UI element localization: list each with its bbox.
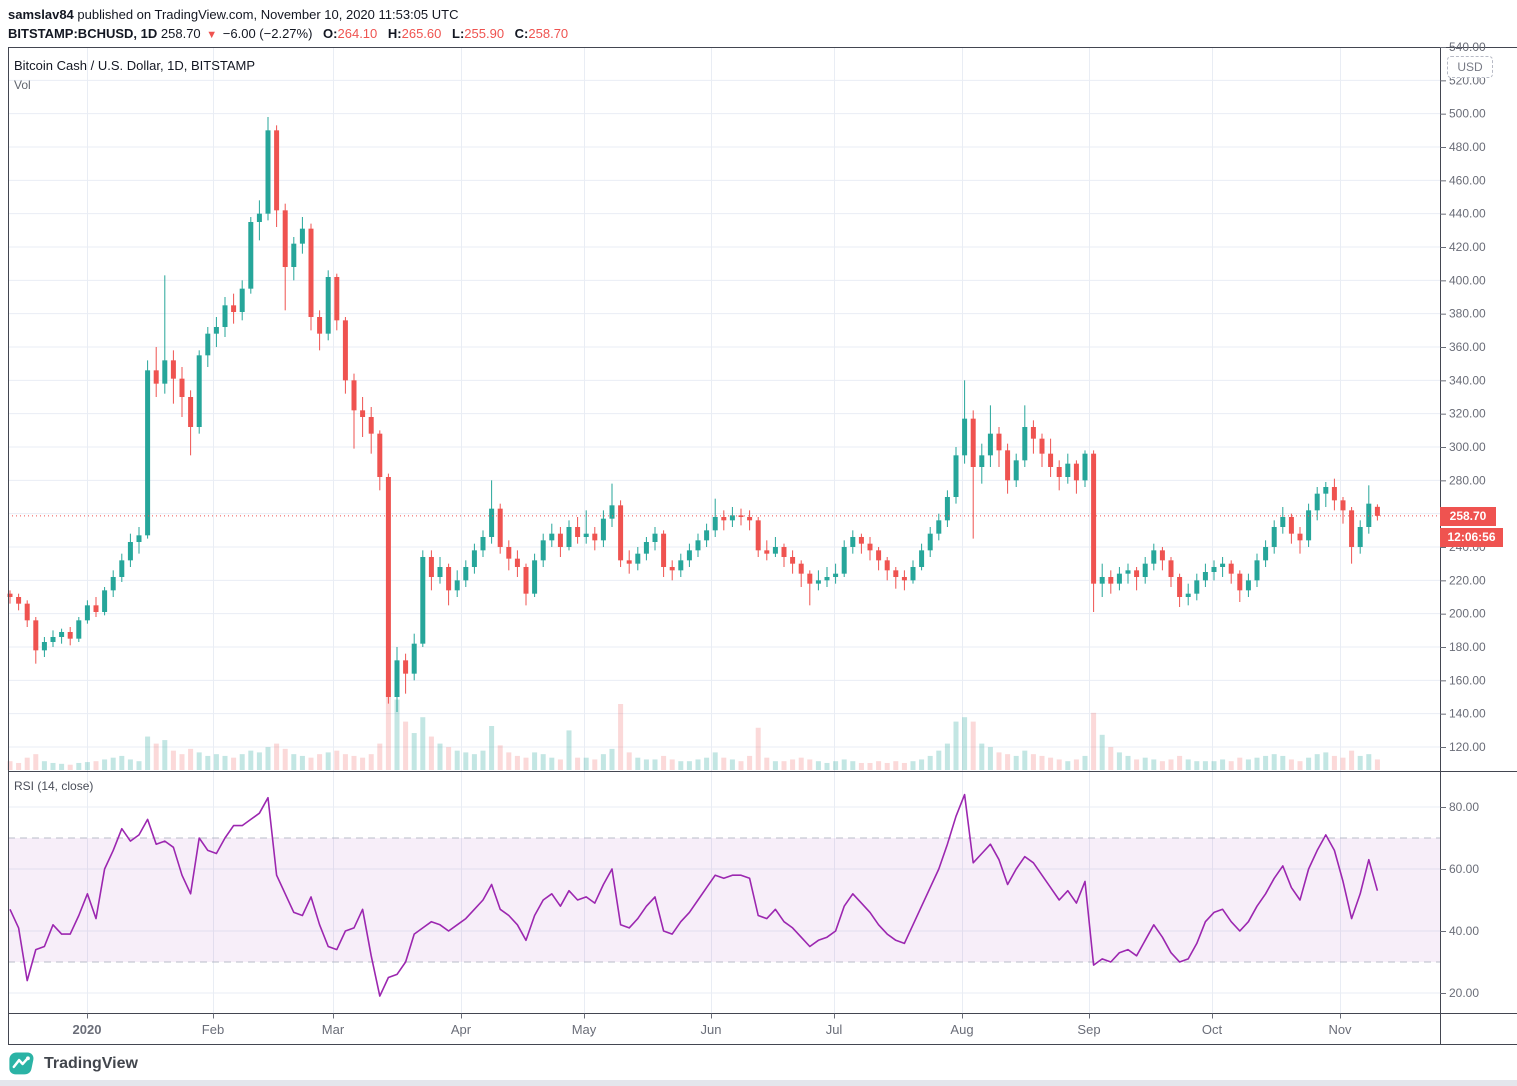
svg-text:200.00: 200.00 (1449, 607, 1486, 621)
svg-text:Oct: Oct (1202, 1022, 1223, 1037)
svg-text:140.00: 140.00 (1449, 707, 1486, 721)
window-bottom-edge (0, 1080, 1517, 1086)
last-price-axis-badge: 258.70 (1440, 507, 1496, 526)
svg-text:340.00: 340.00 (1449, 373, 1486, 387)
svg-text:460.00: 460.00 (1449, 173, 1486, 187)
svg-text:320.00: 320.00 (1449, 407, 1486, 421)
svg-text:400.00: 400.00 (1449, 273, 1486, 287)
svg-text:500.00: 500.00 (1449, 107, 1486, 121)
tradingview-logo-icon (9, 1052, 34, 1075)
svg-text:120.00: 120.00 (1449, 740, 1486, 754)
rsi-band (8, 837, 1440, 963)
svg-text:300.00: 300.00 (1449, 440, 1486, 454)
svg-text:220.00: 220.00 (1449, 573, 1486, 587)
gridlines (8, 48, 1440, 1013)
svg-text:360.00: 360.00 (1449, 340, 1486, 354)
high-label: H: (387, 26, 402, 41)
low-value: 255.90 (464, 26, 505, 41)
rsi-line (9, 793, 1379, 997)
svg-text:Mar: Mar (322, 1022, 345, 1037)
attribution-line: samslav84 published on TradingView.com, … (8, 5, 458, 24)
svg-text:440.00: 440.00 (1449, 207, 1486, 221)
svg-text:280.00: 280.00 (1449, 473, 1486, 487)
chart-frame (8, 47, 1517, 1045)
chart-legend-title: Bitcoin Cash / U.S. Dollar, 1D, BITSTAMP (14, 58, 256, 73)
low-label: L: (452, 26, 465, 41)
svg-text:40.00: 40.00 (1449, 924, 1479, 938)
symbol-name: BITSTAMP:BCHUSD, 1D (8, 26, 158, 41)
svg-text:Jun: Jun (701, 1022, 722, 1037)
volume-bars (7, 682, 1380, 770)
close-label: C: (514, 26, 529, 41)
svg-text:180.00: 180.00 (1449, 640, 1486, 654)
svg-text:380.00: 380.00 (1449, 307, 1486, 321)
bar-countdown-badge: 12:06:56 (1440, 528, 1503, 547)
svg-text:Feb: Feb (202, 1022, 224, 1037)
svg-text:2020: 2020 (73, 1022, 102, 1037)
open-value: 264.10 (337, 26, 378, 41)
candles (7, 117, 1380, 712)
tradingview-footer-link[interactable]: TradingView (8, 1051, 138, 1076)
svg-text:80.00: 80.00 (1449, 800, 1479, 814)
svg-text:20.00: 20.00 (1449, 986, 1479, 1000)
time-axis[interactable]: 2020 Feb Mar Apr May Jun Jul Aug Sep Oct Nov (73, 1013, 1353, 1038)
last-price: 258.70 (160, 26, 201, 41)
currency-unit-button[interactable]: USD (1447, 56, 1493, 78)
svg-text:May: May (572, 1022, 597, 1037)
svg-text:Aug: Aug (950, 1022, 973, 1037)
svg-text:60.00: 60.00 (1449, 862, 1479, 876)
attribution-text: published on TradingView.com, November 1… (73, 7, 459, 22)
svg-text:420.00: 420.00 (1449, 240, 1486, 254)
high-value: 265.60 (401, 26, 442, 41)
svg-text:Sep: Sep (1077, 1022, 1100, 1037)
price-change: −6.00 (−2.27%) (222, 26, 313, 41)
svg-text:Nov: Nov (1328, 1022, 1352, 1037)
svg-text:160.00: 160.00 (1449, 673, 1486, 687)
rsi-indicator-label: RSI (14, close) (14, 779, 94, 793)
price-axis[interactable]: 540.00520.00500.00480.00460.00440.00420.… (1440, 40, 1486, 1000)
svg-text:480.00: 480.00 (1449, 140, 1486, 154)
tradingview-brand-text: TradingView (44, 1054, 138, 1072)
quote-line: BITSTAMP:BCHUSD, 1D 258.70 ▼ −6.00 (−2.2… (8, 24, 568, 45)
svg-text:Apr: Apr (451, 1022, 472, 1037)
svg-text:Jul: Jul (826, 1022, 843, 1037)
author-username: samslav84 (8, 7, 74, 22)
open-label: O: (323, 26, 338, 41)
down-arrow-icon: ▼ (206, 29, 218, 41)
svg-text:540.00: 540.00 (1449, 40, 1486, 54)
close-value: 258.70 (528, 26, 569, 41)
volume-indicator-label: Vol (14, 78, 31, 92)
